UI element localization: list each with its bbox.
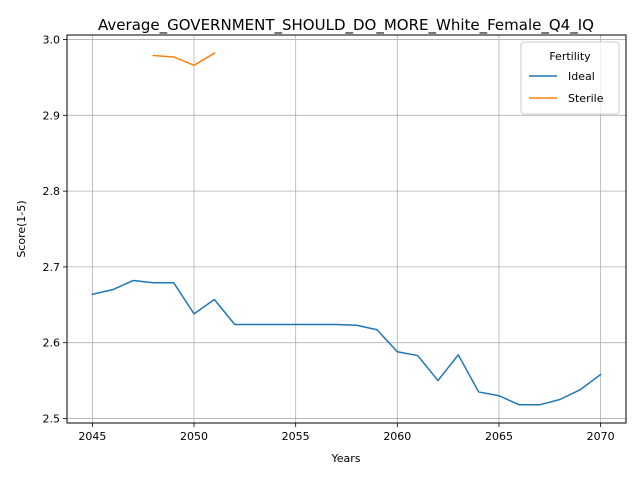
- legend: Fertility Ideal Sterile: [520, 41, 620, 115]
- y-tick-label: 3.0: [43, 34, 61, 47]
- x-tick-label: 2065: [485, 430, 513, 443]
- legend-label-sterile: Sterile: [568, 92, 604, 105]
- x-tick-label: 2055: [282, 430, 310, 443]
- y-tick-label: 2.8: [43, 185, 61, 198]
- series-line-ideal: [91, 279, 602, 406]
- x-axis-label: Years: [330, 452, 360, 465]
- plot-frame: [66, 34, 627, 424]
- series-line-sterile: [152, 52, 216, 67]
- legend-title: Fertility: [549, 50, 591, 63]
- legend-label-ideal: Ideal: [568, 70, 595, 83]
- chart-title: Average_GOVERNMENT_SHOULD_DO_MORE_White_…: [98, 16, 594, 35]
- y-tick-label: 2.6: [43, 337, 61, 350]
- x-tick-label: 2070: [587, 430, 615, 443]
- y-tick-label: 2.5: [43, 412, 61, 425]
- grid-layer: [67, 35, 626, 423]
- x-tick-label: 2060: [383, 430, 411, 443]
- y-tick-label: 2.7: [43, 261, 61, 274]
- y-axis-label: Score(1-5): [15, 200, 28, 257]
- x-tick-label: 2050: [180, 430, 208, 443]
- x-tick-label: 2045: [78, 430, 106, 443]
- series-layer: [91, 52, 602, 406]
- ticks-layer: 2045 2050 2055 2060 2065 2070 2.5 2.6 2.7 2.8 2.9 3…: [43, 34, 615, 443]
- y-tick-label: 2.9: [43, 109, 61, 122]
- legend-box: [520, 41, 620, 115]
